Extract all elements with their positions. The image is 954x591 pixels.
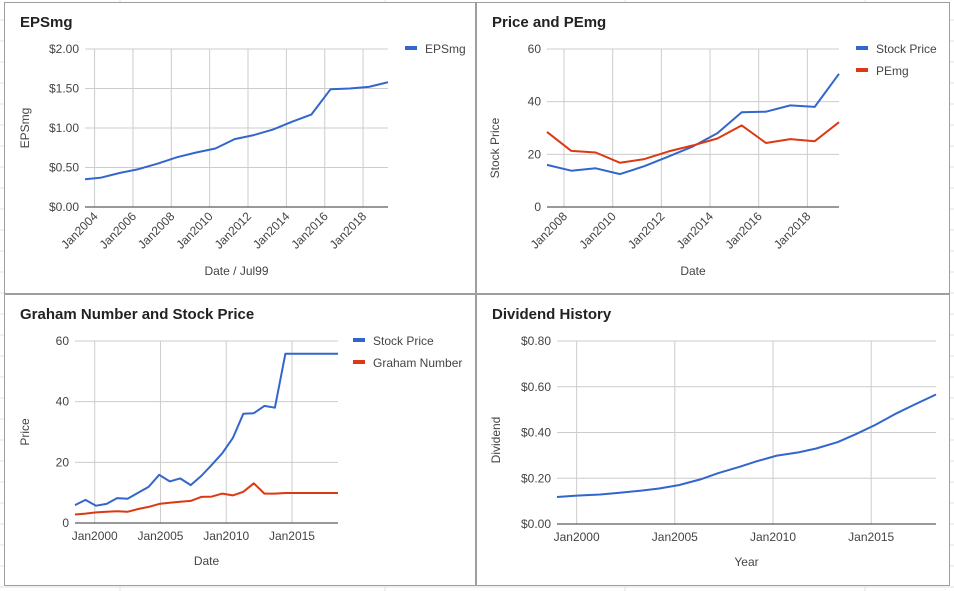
x-tick-label: Jan2012 [625, 209, 668, 252]
x-tick-label: Jan2005 [137, 529, 183, 543]
chart-svg: 0 20 40 60 Jan2000 Jan2005 Jan2010 Jan2015 Date P… [18, 334, 462, 568]
y-tick-label: 40 [528, 95, 542, 109]
y-tick-label: 20 [528, 147, 542, 161]
y-tick-label: $0.00 [49, 200, 79, 214]
x-tick-label: Jan2016 [288, 209, 331, 252]
y-tick-label: 20 [56, 455, 70, 469]
x-tick-label: Jan2012 [212, 209, 255, 252]
series-line [84, 81, 389, 181]
chart-svg: $0.00 $0.20 $0.40 $0.60 $0.80 Jan2000 Jan2005 J… [489, 334, 937, 569]
x-tick-label: Jan2010 [203, 529, 249, 543]
legend-label: Stock Price [373, 334, 434, 348]
legend-label: Graham Number [373, 356, 462, 370]
x-tick-label: Jan2016 [722, 209, 765, 252]
chart-panel-graham-number: Graham Number and Stock Price 0 20 40 60 Jan… [4, 294, 476, 586]
legend-label: PEmg [876, 64, 909, 78]
y-tick-label: $0.60 [521, 380, 551, 394]
y-tick-label: $1.00 [49, 121, 79, 135]
y-tick-label: 60 [56, 334, 70, 348]
x-axis-title: Date [194, 554, 220, 568]
legend-swatch [353, 360, 365, 364]
y-axis-title: Stock Price [488, 117, 502, 178]
legend-swatch [353, 338, 365, 342]
chart-panel-price-pemg: Price and PEmg 0 20 40 60 Jan2008 Jan2010 Jan2… [476, 2, 950, 294]
x-tick-label: Jan2014 [250, 209, 293, 252]
y-tick-label: $0.20 [521, 471, 551, 485]
series-line [546, 73, 840, 176]
chart-title: EPSmg [20, 14, 73, 31]
x-tick-label: Jan2004 [58, 209, 101, 252]
x-tick-label: Jan2008 [528, 209, 571, 252]
x-tick-label: Jan2000 [554, 530, 600, 544]
chart-title: Dividend History [492, 306, 612, 323]
series-line [74, 482, 338, 516]
chart-svg: $0.00$0.50$1.00$1.50$2.00Jan2004Jan2006J… [18, 42, 466, 278]
y-axis-title: Price [18, 418, 32, 446]
x-tick-label: Jan2010 [750, 530, 796, 544]
x-tick-label: Jan2018 [771, 209, 814, 252]
y-tick-label: 40 [56, 395, 70, 409]
series-line [556, 393, 937, 498]
legend-swatch [405, 46, 417, 50]
chart-title: Price and PEmg [492, 14, 607, 31]
x-tick-label: Jan2005 [652, 530, 698, 544]
legend-label: Stock Price [876, 42, 937, 56]
y-tick-label: $0.40 [521, 426, 551, 440]
y-tick-label: 0 [534, 200, 541, 214]
x-tick-label: Jan2008 [135, 209, 178, 252]
series-line [74, 352, 338, 507]
x-tick-label: Jan2014 [674, 209, 717, 252]
chart-title: Graham Number and Stock Price [20, 306, 255, 323]
legend-label: EPSmg [425, 42, 466, 56]
x-tick-label: Jan2006 [97, 209, 140, 252]
x-tick-label: Jan2000 [72, 529, 118, 543]
y-tick-label: $0.50 [49, 161, 79, 175]
x-tick-label: Jan2015 [848, 530, 894, 544]
series-line [546, 121, 840, 164]
y-tick-label: 60 [528, 42, 542, 56]
x-tick-label: Jan2010 [173, 209, 216, 252]
y-tick-label: 0 [62, 516, 69, 530]
chart-panel-epsmg: EPSmg $0.00 $0.50 $1.00 $1.50 $2.00 Jan2004 Ja… [4, 2, 476, 294]
legend-swatch [856, 46, 868, 50]
y-tick-label: $0.80 [521, 334, 551, 348]
y-tick-label: $2.00 [49, 42, 79, 56]
chart-panel-dividend-history: Dividend History $0.00 $0.20 $0.40 $0.60 $0.… [476, 294, 950, 586]
x-tick-label: Jan2010 [576, 209, 619, 252]
x-axis-title: Date / Jul99 [204, 264, 268, 278]
y-axis-title: Dividend [489, 417, 503, 464]
y-tick-label: $0.00 [521, 517, 551, 531]
x-tick-label: Jan2018 [327, 209, 370, 252]
x-axis-title: Year [734, 555, 758, 569]
y-axis-title: EPSmg [18, 108, 32, 149]
y-tick-label: $1.50 [49, 82, 79, 96]
x-tick-label: Jan2015 [269, 529, 315, 543]
x-axis-title: Date [680, 264, 706, 278]
legend-swatch [856, 68, 868, 72]
